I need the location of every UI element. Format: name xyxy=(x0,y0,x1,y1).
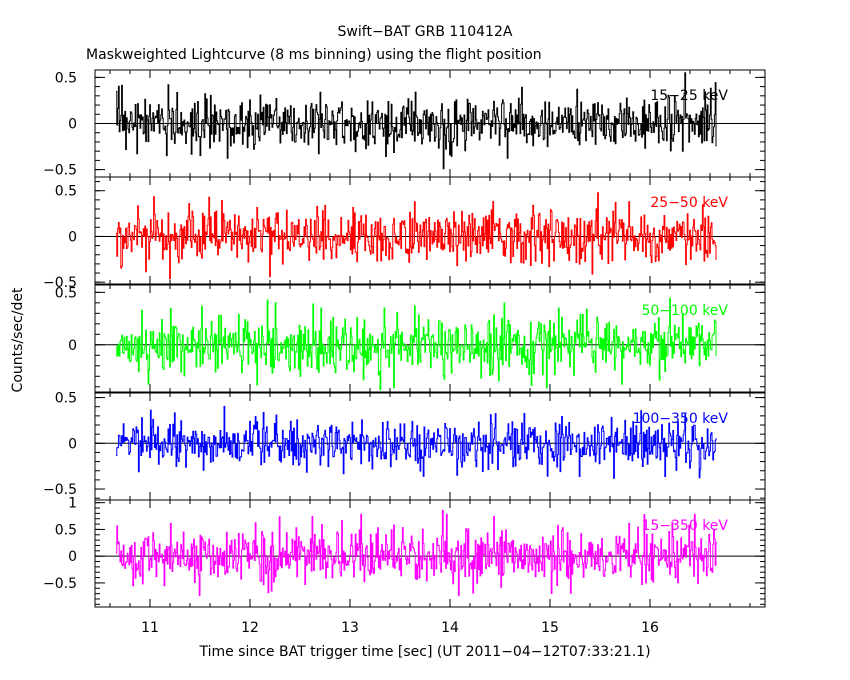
panel-1: −0.5 0 0.5 15−25 keV xyxy=(43,69,766,179)
y-tick-label: 0.5 xyxy=(55,391,77,407)
series-line xyxy=(116,509,717,596)
series-label: 100−350 keV xyxy=(633,411,729,427)
panel-3: 0 0.5 50−100 keV xyxy=(55,284,766,393)
series-line xyxy=(116,405,717,479)
y-tick-label: 0 xyxy=(68,549,77,565)
series-label: 15−350 keV xyxy=(641,518,728,534)
panel-4: −0.5 0 0.5 100−350 keV xyxy=(43,391,766,501)
x-axis-label: Time since BAT trigger time [sec] (UT 20… xyxy=(198,644,650,660)
x-tick-label: 16 xyxy=(641,620,659,636)
x-tick-label: 13 xyxy=(341,620,359,636)
y-tick-label: −0.5 xyxy=(43,275,77,291)
y-tick-label: 0 xyxy=(68,117,77,133)
y-tick-label: 0 xyxy=(68,338,77,354)
y-tick-label: −0.5 xyxy=(43,482,77,498)
panel-2: −0.5 0 0.5 25−50 keV xyxy=(43,176,766,291)
x-tick-label: 14 xyxy=(441,620,459,636)
y-tick-label: 0.5 xyxy=(55,70,77,86)
series-label: 50−100 keV xyxy=(641,303,728,319)
x-tick-label: 11 xyxy=(141,620,159,636)
y-tick-label: 0.5 xyxy=(55,522,77,538)
y-tick-label: −0.5 xyxy=(43,576,77,592)
series-line xyxy=(116,192,717,280)
chart-subtitle: Maskweighted Lightcurve (8 ms binning) u… xyxy=(86,47,542,63)
y-tick-label: 0.5 xyxy=(55,184,77,200)
y-tick-label: 0 xyxy=(68,229,77,245)
chart-title: Swift−BAT GRB 110412A xyxy=(338,24,513,40)
panels: −0.5 0 0.5 15−25 keV −0.5 0 0.5 25−50 keV 0 0.5 50… xyxy=(43,69,766,636)
y-tick-label: 0 xyxy=(68,436,77,452)
series-label: 25−50 keV xyxy=(650,195,728,211)
series-line xyxy=(116,72,717,170)
series-line xyxy=(116,297,717,391)
y-tick-label: −0.5 xyxy=(43,163,77,179)
panel-5: −0.5 0 0.5 1 15−350 keV xyxy=(43,496,766,608)
y-tick-label: 1 xyxy=(68,496,77,512)
y-tick-label: 0.5 xyxy=(55,285,77,301)
x-tick-label: 15 xyxy=(541,620,559,636)
series-label: 15−25 keV xyxy=(650,88,728,104)
y-axis-label: Counts/sec/det xyxy=(10,287,26,392)
x-tick-label: 12 xyxy=(241,620,259,636)
